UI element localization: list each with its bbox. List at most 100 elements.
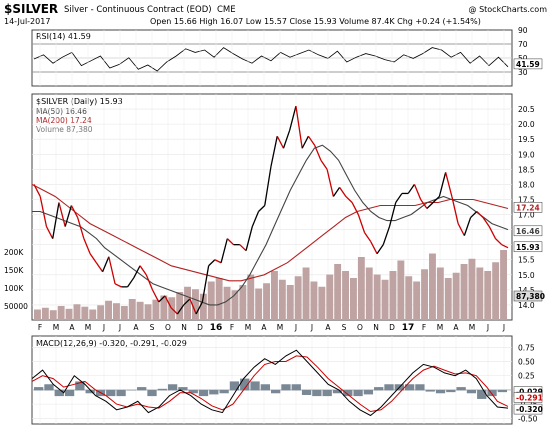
macd-signal-line — [31, 355, 509, 413]
month-label: D — [197, 323, 203, 332]
macd-histogram-bar — [435, 389, 446, 394]
price-segment — [382, 226, 391, 245]
price-segment — [201, 265, 210, 303]
macd-tick-label: 0.50 — [518, 358, 535, 367]
price-segment — [64, 205, 73, 227]
price-segment — [407, 184, 415, 194]
volume-bar — [105, 300, 112, 320]
volume-bar — [120, 306, 128, 320]
volume-last-label-box — [513, 290, 543, 302]
price-tick-label: 17.0 — [518, 211, 535, 220]
price-segment — [214, 259, 222, 264]
price-segment — [482, 217, 490, 227]
price-segment — [457, 223, 465, 236]
macd-histogram-bar — [188, 389, 198, 394]
macd-histogram-bar — [384, 384, 394, 391]
price-tick-label: 18.5 — [518, 165, 535, 174]
ma200-last-label-box — [513, 202, 543, 213]
price-segment — [445, 172, 453, 197]
volume-bar — [41, 307, 49, 320]
volume-bar — [460, 264, 468, 320]
volume-bar — [247, 274, 255, 320]
month-label: O — [357, 323, 363, 332]
volume-bar — [357, 257, 365, 320]
rsi-tick-label: 30 — [518, 68, 528, 77]
macd-histogram-bar — [34, 387, 44, 391]
exchange: CME — [217, 5, 236, 15]
macd-title: MACD(12,26,9) -0.320, -0.291, -0.029 — [36, 339, 187, 348]
price-segment — [501, 244, 509, 249]
price-segment — [339, 187, 347, 197]
macd-line — [31, 349, 509, 417]
macd-histogram-bar — [147, 389, 157, 397]
rsi-tick-label: 90 — [518, 26, 528, 35]
price-segment — [426, 202, 434, 209]
stats: Open 15.66 High 16.07 Low 15.57 Close 15… — [150, 17, 481, 26]
volume-bar — [365, 267, 373, 320]
volume-bar — [500, 250, 507, 320]
close-last-label-box — [513, 241, 543, 253]
macd-histogram-bar — [456, 387, 466, 391]
volume-bar — [57, 306, 65, 320]
price-segment — [83, 238, 91, 254]
volume-bar — [128, 299, 136, 320]
watermark: @ StockCharts.com — [469, 5, 548, 14]
macd-histogram-bar — [446, 389, 456, 393]
volume-bar — [373, 274, 381, 320]
price-segment — [476, 211, 484, 219]
volume-bar — [318, 286, 326, 320]
volume-bar — [413, 281, 421, 320]
price-segment — [245, 226, 253, 251]
price-segment — [176, 304, 185, 315]
signal-last-label-box — [513, 392, 543, 403]
month-label: A — [133, 323, 139, 332]
macd-tick-label: 0.25 — [518, 372, 535, 381]
macd-histogram-bar — [312, 389, 322, 397]
macd-histogram-bar — [106, 389, 116, 397]
volume-bar — [223, 286, 231, 320]
volume-bar — [231, 290, 239, 320]
month-label: J — [294, 323, 297, 332]
volume-bar — [286, 285, 294, 320]
price-segment — [226, 238, 235, 246]
month-label: M — [85, 323, 91, 332]
macd-histogram-bar — [301, 389, 312, 395]
volume-bar — [484, 271, 492, 320]
macd-histogram-bar — [353, 389, 363, 397]
macd-last-label-box — [513, 403, 543, 415]
macd-histogram-bar — [44, 384, 54, 391]
volume-bar — [65, 308, 73, 320]
date: 14-Jul-2017 — [4, 17, 50, 26]
price-segment — [251, 211, 260, 227]
price-segment — [133, 265, 141, 279]
volume-bar — [310, 281, 318, 320]
price-tick-label: 14.5 — [518, 286, 535, 295]
volume-bar — [73, 304, 81, 320]
volume-bar — [89, 309, 97, 320]
price-segment — [58, 202, 66, 227]
price-tick-label: 19.0 — [518, 150, 535, 159]
rsi-tick-label: 50 — [518, 54, 528, 63]
macd-histogram-bar — [116, 389, 126, 397]
macd-histogram-bar — [281, 384, 291, 391]
legend-volume: Volume 87,380 — [36, 125, 93, 134]
ma50-line — [32, 144, 509, 306]
volume-tick-label: 200K — [4, 248, 24, 257]
price-segment — [388, 202, 397, 227]
month-label: J — [486, 323, 489, 332]
price-segment — [488, 226, 497, 239]
month-label: J — [310, 323, 313, 332]
macd-histogram-bar — [178, 387, 188, 391]
price-segment — [438, 172, 447, 197]
price-segment — [276, 135, 285, 149]
month-label: J — [118, 323, 121, 332]
volume-bar — [421, 269, 428, 320]
ma50-last-label-box — [513, 225, 543, 237]
volume-last-label: 87,380 — [516, 292, 545, 301]
volume-bar — [271, 271, 278, 320]
price-segment — [89, 253, 97, 264]
month-label: M — [277, 323, 283, 332]
volume-bar — [350, 278, 357, 320]
macd-panel: MACD(12,26,9) -0.320, -0.291, -0.029 — [31, 335, 513, 425]
rsi-tick-label: 70 — [518, 40, 528, 49]
